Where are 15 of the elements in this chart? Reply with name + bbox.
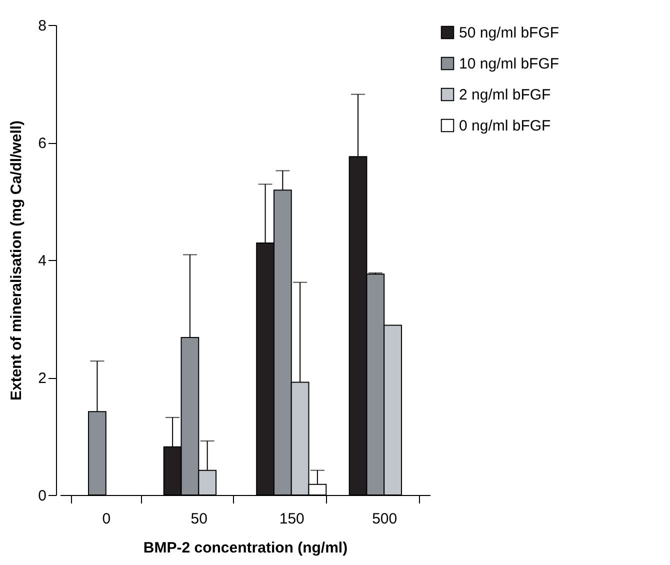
y-tick-label: 8 [38,18,46,34]
y-tick-label: 2 [38,370,46,387]
y-tick-label: 0 [38,488,46,504]
x-tick-label: 150 [279,510,304,528]
x-axis-title: BMP-2 concentration (ng/ml) [143,540,348,556]
y-axis-title: Extent of mineralisation (mg Ca/dl/well) [8,120,26,401]
x-tick-label: 500 [372,510,398,528]
x-tick-label: 50 [190,510,208,528]
legend-label: 0 ng/ml bFGF [459,118,551,134]
x-tick-label: 0 [102,510,111,528]
legend-label: 50 ng/ml bFGF [459,24,560,42]
y-tick-label: 6 [38,135,46,152]
legend-label: 2 ng/ml bFGF [459,86,551,104]
legend-label: 10 ng/ml bFGF [459,56,560,72]
y-tick-label: 4 [38,252,46,270]
